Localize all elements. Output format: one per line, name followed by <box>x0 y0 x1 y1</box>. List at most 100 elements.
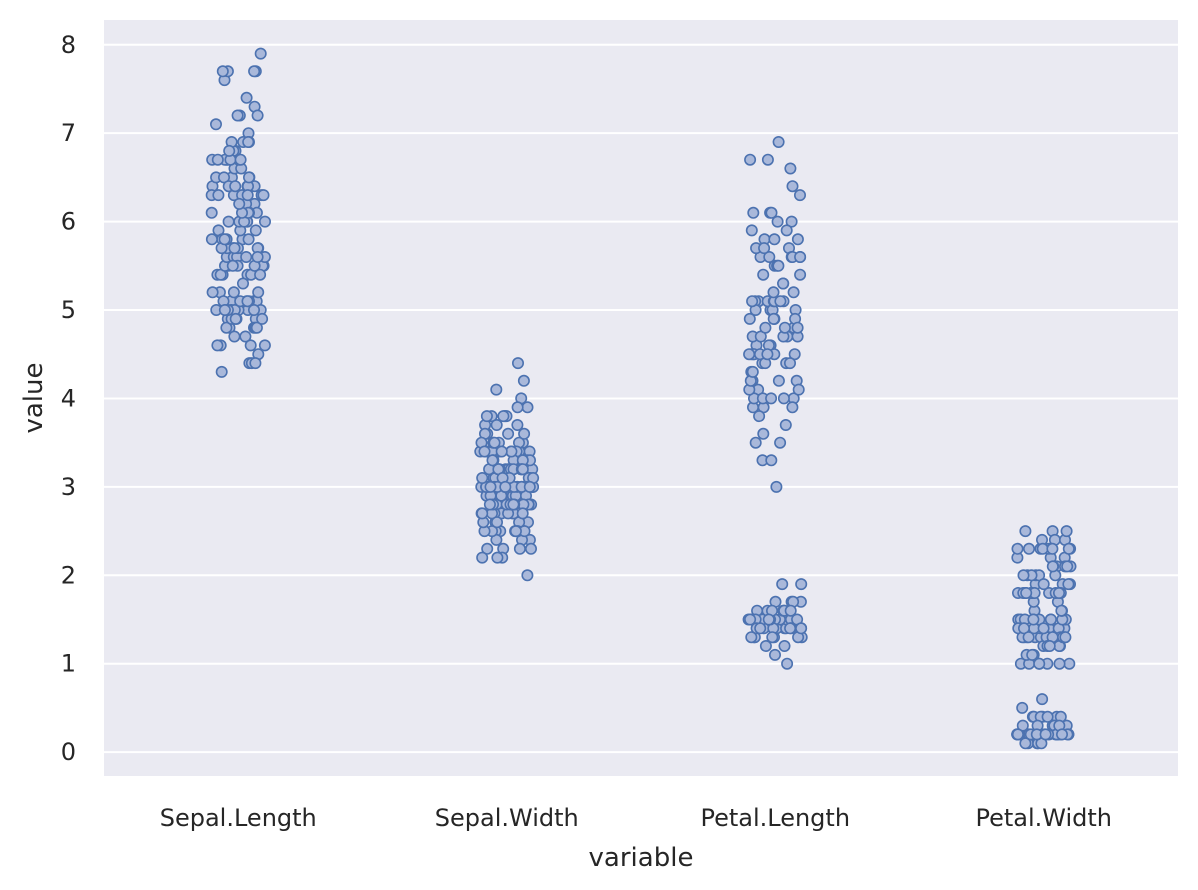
data-point <box>784 604 797 617</box>
data-point <box>774 295 787 308</box>
y-tick-label: 6 <box>61 208 76 236</box>
x-tick-labels: Sepal.Length Sepal.Width Petal.Length Petal… <box>160 804 1112 832</box>
data-point <box>765 454 778 467</box>
data-point <box>1063 657 1076 670</box>
data-point <box>778 321 791 334</box>
data-point <box>223 144 236 157</box>
data-point <box>1041 710 1054 723</box>
data-point <box>795 622 808 635</box>
data-point <box>762 613 775 626</box>
data-point <box>1055 604 1068 617</box>
data-point <box>511 418 524 431</box>
data-point <box>251 109 264 122</box>
y-tick-label: 2 <box>61 561 76 589</box>
data-point <box>1053 586 1066 599</box>
data-point <box>749 436 762 449</box>
data-point <box>488 436 501 449</box>
data-point <box>248 65 261 78</box>
data-point <box>753 410 766 423</box>
data-point <box>1059 631 1072 644</box>
data-point <box>497 410 510 423</box>
data-point <box>747 206 760 219</box>
x-axis-label: variable <box>589 843 694 873</box>
data-point <box>228 330 241 343</box>
data-point <box>780 224 793 237</box>
data-point <box>765 206 778 219</box>
x-tick-label: Sepal.Length <box>160 804 317 832</box>
data-point <box>228 242 241 255</box>
data-point <box>1022 631 1035 644</box>
data-point <box>785 215 798 228</box>
data-point <box>511 357 524 370</box>
data-point <box>746 295 759 308</box>
y-tick-label: 1 <box>61 650 76 678</box>
data-point <box>779 418 792 431</box>
data-point <box>486 454 499 467</box>
data-point <box>257 189 270 202</box>
data-point <box>744 613 757 626</box>
data-point <box>791 233 804 246</box>
data-point <box>249 224 262 237</box>
data-point <box>793 189 806 202</box>
data-point <box>1019 525 1032 538</box>
y-tick-label: 8 <box>61 31 76 59</box>
data-point <box>770 480 783 493</box>
data-point <box>250 321 263 334</box>
data-point <box>792 383 805 396</box>
data-point <box>746 365 759 378</box>
data-point <box>518 427 531 440</box>
data-point <box>242 136 255 149</box>
data-point <box>490 383 503 396</box>
x-tick-label: Petal.Length <box>700 804 850 832</box>
data-point <box>513 542 526 555</box>
data-point <box>258 339 271 352</box>
data-point <box>1061 560 1074 573</box>
data-point <box>743 348 756 361</box>
data-point <box>505 445 518 458</box>
data-point <box>1016 701 1029 714</box>
data-point <box>240 251 253 264</box>
data-point <box>759 321 772 334</box>
data-point <box>476 551 489 564</box>
data-point <box>502 427 515 440</box>
y-tick-label: 3 <box>61 473 76 501</box>
data-point <box>772 259 785 272</box>
data-point <box>1011 542 1024 555</box>
data-point <box>517 374 530 387</box>
data-point <box>218 233 231 246</box>
data-point <box>227 286 240 299</box>
data-point <box>237 277 250 290</box>
data-point <box>767 312 780 325</box>
data-point <box>771 215 784 228</box>
data-point <box>758 242 771 255</box>
data-point <box>205 233 218 246</box>
data-point <box>1062 542 1075 555</box>
data-point <box>254 268 267 281</box>
y-tick-label: 0 <box>61 738 76 766</box>
data-point <box>516 507 529 520</box>
data-point <box>206 286 219 299</box>
data-point <box>761 348 774 361</box>
data-point <box>754 622 767 635</box>
data-point <box>212 189 225 202</box>
data-point <box>211 153 224 166</box>
data-point <box>220 321 233 334</box>
data-point <box>244 339 257 352</box>
data-point <box>251 251 264 264</box>
data-point <box>757 427 770 440</box>
data-point <box>481 542 494 555</box>
data-point <box>795 578 808 591</box>
data-point <box>1056 728 1069 741</box>
data-point <box>258 215 271 228</box>
data-point <box>1039 728 1052 741</box>
data-point <box>1037 622 1050 635</box>
data-point <box>778 639 791 652</box>
data-point <box>768 233 781 246</box>
data-point <box>1060 525 1073 538</box>
data-point <box>248 303 261 316</box>
data-point <box>786 180 799 193</box>
data-point <box>216 65 229 78</box>
data-point <box>784 162 797 175</box>
data-point <box>233 197 246 210</box>
